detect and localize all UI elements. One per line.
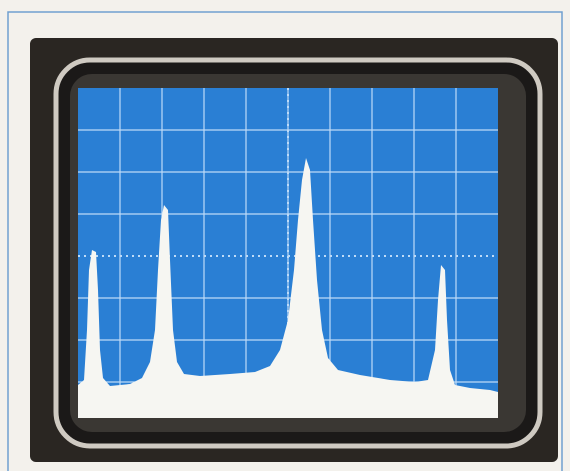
spectrum-trace xyxy=(78,158,498,418)
frame-border xyxy=(7,11,563,471)
